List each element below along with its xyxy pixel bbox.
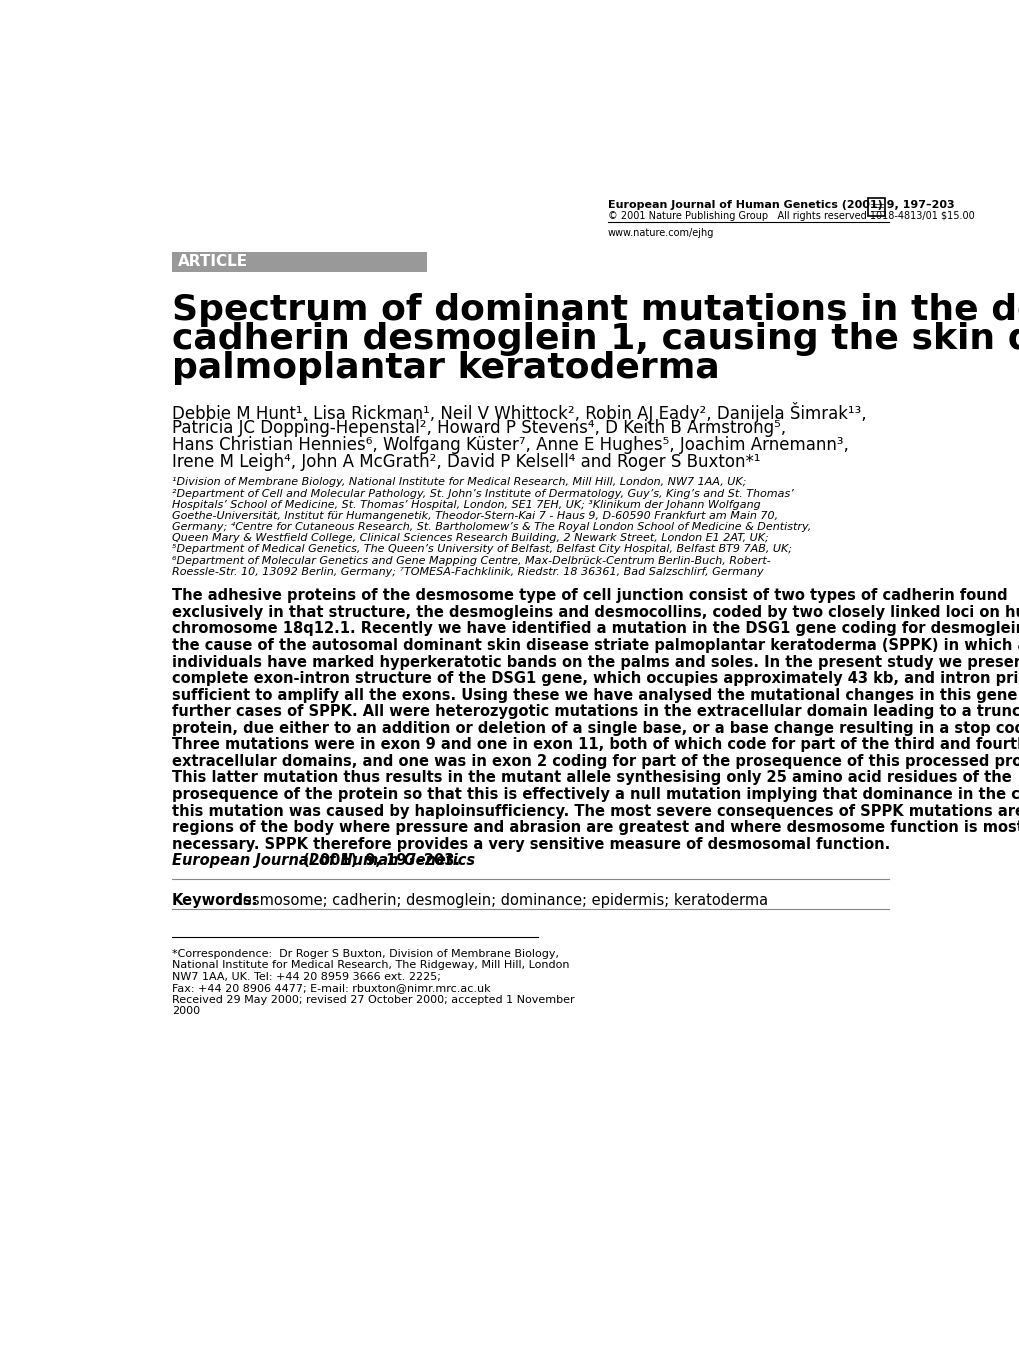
Text: complete exon-intron structure of the DSG1 gene, which occupies approximately 43: complete exon-intron structure of the DS…	[171, 671, 1019, 686]
Text: ⁶Department of Molecular Genetics and Gene Mapping Centre, Max-Delbrück-Centrum : ⁶Department of Molecular Genetics and Ge…	[171, 555, 769, 566]
Text: sufficient to amplify all the exons. Using these we have analysed the mutational: sufficient to amplify all the exons. Usi…	[171, 687, 1019, 702]
Text: Irene M Leigh⁴, John A McGrath², David P Kelsell⁴ and Roger S Buxton*¹: Irene M Leigh⁴, John A McGrath², David P…	[171, 453, 759, 471]
Text: NW7 1AA, UK. Tel: +44 20 8959 3666 ext. 2225;: NW7 1AA, UK. Tel: +44 20 8959 3666 ext. …	[171, 972, 440, 981]
Text: This latter mutation thus results in the mutant allele synthesising only 25 amin: This latter mutation thus results in the…	[171, 770, 1011, 785]
Text: The adhesive proteins of the desmosome type of cell junction consist of two type: The adhesive proteins of the desmosome t…	[171, 588, 1007, 603]
Text: further cases of SPPK. All were heterozygotic mutations in the extracellular dom: further cases of SPPK. All were heterozy…	[171, 704, 1019, 719]
Text: protein, due either to an addition or deletion of a single base, or a base chang: protein, due either to an addition or de…	[171, 721, 1019, 736]
Text: ¹Division of Membrane Biology, National Institute for Medical Research, Mill Hil: ¹Division of Membrane Biology, National …	[171, 478, 745, 487]
Text: palmoplantar keratoderma: palmoplantar keratoderma	[171, 351, 718, 385]
Text: Goethe-Universität, Institut für Humangenetik, Theodor-Stern-Kai 7 - Haus 9, D-6: Goethe-Universität, Institut für Humange…	[171, 510, 777, 521]
Text: Keywords:: Keywords:	[171, 893, 258, 908]
Text: Queen Mary & Westfield College, Clinical Sciences Research Building, 2 Newark St: Queen Mary & Westfield College, Clinical…	[171, 534, 767, 543]
Text: Hospitals’ School of Medicine, St. Thomas’ Hospital, London, SE1 7EH, UK; ³Klini: Hospitals’ School of Medicine, St. Thoma…	[171, 499, 760, 510]
Text: (2001)  9, 197–203.: (2001) 9, 197–203.	[298, 853, 460, 868]
Text: prosequence of the protein so that this is effectively a null mutation implying : prosequence of the protein so that this …	[171, 787, 1019, 802]
Text: desmosome; cadherin; desmoglein; dominance; epidermis; keratoderma: desmosome; cadherin; desmoglein; dominan…	[229, 893, 767, 908]
Text: European Journal of Human Genetics (2001) 9, 197–203: European Journal of Human Genetics (2001…	[607, 200, 954, 210]
Text: ⁵Department of Medical Genetics, The Queen’s University of Belfast, Belfast City: ⁵Department of Medical Genetics, The Que…	[171, 544, 791, 554]
Text: chromosome 18q12.1. Recently we have identified a mutation in the DSG1 gene codi: chromosome 18q12.1. Recently we have ide…	[171, 622, 1019, 637]
Text: Roessle-Str. 10, 13092 Berlin, Germany; ⁷TOMESA-Fachklinik, Riedstr. 18 36361, B: Roessle-Str. 10, 13092 Berlin, Germany; …	[171, 566, 762, 577]
Text: Three mutations were in exon 9 and one in exon 11, both of which code for part o: Three mutations were in exon 9 and one i…	[171, 738, 1019, 753]
Text: Fax: +44 20 8906 4477; E-mail: rbuxton@nimr.mrc.ac.uk: Fax: +44 20 8906 4477; E-mail: rbuxton@n…	[171, 984, 490, 994]
Text: Debbie M Hunt¹, Lisa Rickman¹, Neil V Whittock², Robin AJ Eady², Danijela Šimrak: Debbie M Hunt¹, Lisa Rickman¹, Neil V Wh…	[171, 401, 865, 423]
Text: Received 29 May 2000; revised 27 October 2000; accepted 1 November: Received 29 May 2000; revised 27 October…	[171, 995, 574, 1004]
Text: individuals have marked hyperkeratotic bands on the palms and soles. In the pres: individuals have marked hyperkeratotic b…	[171, 655, 1019, 670]
Text: European Journal of Human Genetics: European Journal of Human Genetics	[171, 853, 474, 868]
Text: this mutation was caused by haploinsufficiency. The most severe consequences of : this mutation was caused by haploinsuffi…	[171, 803, 1019, 818]
Text: National Institute for Medical Research, The Ridgeway, Mill Hill, London: National Institute for Medical Research,…	[171, 961, 569, 970]
Text: regions of the body where pressure and abrasion are greatest and where desmosome: regions of the body where pressure and a…	[171, 821, 1019, 836]
Text: Hans Christian Hennies⁶, Wolfgang Küster⁷, Anne E Hughes⁵, Joachim Arnemann³,: Hans Christian Hennies⁶, Wolfgang Küster…	[171, 436, 848, 455]
FancyBboxPatch shape	[867, 197, 884, 216]
Text: Germany; ⁴Centre for Cutaneous Research, St. Bartholomew’s & The Royal London Sc: Germany; ⁴Centre for Cutaneous Research,…	[171, 523, 810, 532]
Text: 2000: 2000	[171, 1007, 200, 1017]
Text: Spectrum of dominant mutations in the desmosomal: Spectrum of dominant mutations in the de…	[171, 293, 1019, 327]
Text: © 2001 Nature Publishing Group   All rights reserved 1018-4813/01 $15.00: © 2001 Nature Publishing Group All right…	[607, 211, 974, 220]
Text: the cause of the autosomal dominant skin disease striate palmoplantar keratoderm: the cause of the autosomal dominant skin…	[171, 638, 1019, 653]
Text: necessary. SPPK therefore provides a very sensitive measure of desmosomal functi: necessary. SPPK therefore provides a ver…	[171, 837, 889, 852]
Text: cadherin desmoglein 1, causing the skin disease striate: cadherin desmoglein 1, causing the skin …	[171, 323, 1019, 357]
Text: exclusively in that structure, the desmogleins and desmocollins, coded by two cl: exclusively in that structure, the desmo…	[171, 604, 1019, 619]
Text: www.nature.com/ejhg: www.nature.com/ejhg	[607, 229, 713, 238]
Text: Patricia JC Dopping-Hepenstal², Howard P Stevens⁴, D Keith B Armstrong⁵,: Patricia JC Dopping-Hepenstal², Howard P…	[171, 419, 785, 437]
Text: *Correspondence:  Dr Roger S Buxton, Division of Membrane Biology,: *Correspondence: Dr Roger S Buxton, Divi…	[171, 949, 558, 958]
FancyBboxPatch shape	[171, 252, 427, 272]
Text: ARTICLE: ARTICLE	[177, 255, 248, 269]
Text: extracellular domains, and one was in exon 2 coding for part of the prosequence : extracellular domains, and one was in ex…	[171, 754, 1019, 769]
Text: ²Department of Cell and Molecular Pathology, St. John’s Institute of Dermatology: ²Department of Cell and Molecular Pathol…	[171, 489, 793, 498]
